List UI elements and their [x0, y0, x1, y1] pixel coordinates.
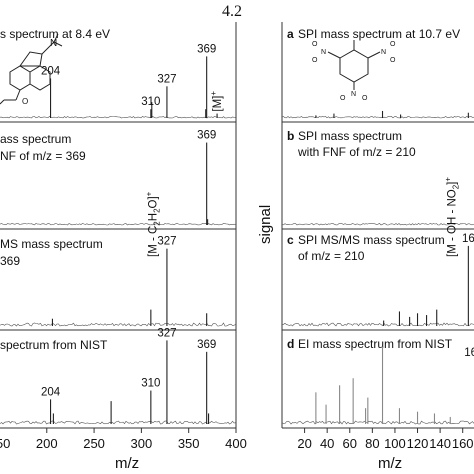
y-axis-title: signal — [257, 205, 274, 244]
left-panel-1-peak-label-1: 310 — [141, 96, 160, 108]
left-panel-4-title: spectrum from NIST — [0, 338, 108, 352]
nitro-left-o1: O — [312, 41, 318, 48]
left-x-axis-title: m/z — [115, 455, 139, 472]
left-panel-2-title-line-1: ass spectrum — [0, 132, 71, 146]
left-tick-label-2: 250 — [83, 436, 105, 451]
nitro-left-n: N — [321, 49, 326, 56]
left-panel-1-peak-label-2: 327 — [157, 73, 176, 85]
nitro-right-o1: O — [390, 41, 396, 48]
right-tick-label-4: 100 — [384, 436, 406, 451]
left-panel-3-baseline — [0, 322, 236, 327]
left-panel-2-title-line-2: NF of m/z = 369 — [0, 149, 86, 163]
left-tick-label-5: 400 — [225, 436, 247, 451]
nitro-right-n: N — [381, 49, 386, 56]
right-peak-label-layer: 16[M - OH - NO2]+16 — [443, 177, 474, 359]
right-tick-label-7: 160 — [452, 436, 474, 451]
right-panel-3-baseline — [282, 322, 474, 327]
left-panel-3-peak-label-0: 327 — [157, 236, 176, 248]
right-panel-2-baseline — [281, 223, 474, 226]
right-tick-label-1: 40 — [320, 436, 334, 451]
left-panel-1-peak-label-3: 369 — [197, 43, 216, 55]
left-tick-label-1: 200 — [36, 436, 58, 451]
left-panel-2-peak-label-0: 369 — [197, 130, 216, 142]
right-column: signal a SPI mass spectrum at 10.7 eV b … — [257, 22, 474, 472]
left-panel-4-peak-label-2: 327 — [157, 327, 176, 339]
page-number: 4.2 — [222, 3, 242, 20]
nitro-bottom-o1: O — [340, 95, 346, 102]
right-panel-3-rotated-label: [M - OH - NO2]+ — [443, 177, 460, 257]
right-panel-1-baseline — [281, 115, 474, 119]
left-panel-4-peak-label-1: 310 — [141, 378, 160, 390]
right-panel-4-peak-label-0: 16 — [464, 347, 474, 359]
right-panel-d-title: EI mass spectrum from NIST — [298, 337, 453, 351]
right-panel-b-letter: b — [287, 129, 294, 143]
left-tick-label-3: 300 — [131, 436, 153, 451]
left-panel-1-rotated-label: [M]+ — [209, 91, 224, 112]
right-panel-c-title-line-2: of m/z = 210 — [298, 249, 365, 263]
left-peak-layer — [0, 56, 236, 425]
right-tick-label-6: 140 — [429, 436, 451, 451]
left-x-ticks: 150 200 250 300 350 400 — [0, 428, 247, 451]
right-tick-label-2: 60 — [343, 436, 357, 451]
right-panel-c-title-line-1: SPI MS/MS mass spectrum — [298, 233, 445, 247]
nitro-bottom-n: N — [351, 91, 356, 98]
left-panel-4-peak-label-3: 369 — [197, 339, 216, 351]
right-panel-4-baseline — [281, 420, 474, 425]
right-panel-c-letter: c — [287, 233, 294, 247]
right-panel-a-title: SPI mass spectrum at 10.7 eV — [298, 27, 460, 41]
nitro-bottom-o2: O — [362, 95, 368, 102]
left-tick-label-0: 150 — [0, 436, 10, 451]
right-panel-b-title-line-2: with FNF of m/z = 210 — [297, 145, 416, 159]
right-panel-d-letter: d — [287, 337, 294, 351]
right-tick-label-5: 120 — [407, 436, 429, 451]
left-tick-label-4: 350 — [178, 436, 200, 451]
left-panel-1-peak-label-0: 204 — [41, 65, 61, 77]
right-peak-layer — [281, 110, 474, 425]
right-panel-b-title-line-1: SPI mass spectrum — [298, 129, 402, 143]
left-panel-2-baseline — [0, 223, 236, 226]
molecule-structure-left — [0, 33, 63, 105]
left-column: s spectrum at 8.4 eV ass spectrum NF of … — [0, 22, 247, 472]
left-panel-3-title-line-1: MS mass spectrum — [0, 237, 103, 251]
left-panel-4-baseline — [0, 420, 236, 425]
molecule-structure-right — [327, 40, 381, 90]
left-panel-3-title-line-2: 369 — [0, 254, 20, 268]
right-panel-a-letter: a — [287, 27, 294, 41]
left-panel-1-baseline — [0, 116, 236, 119]
left-panel-1-title: s spectrum at 8.4 eV — [0, 27, 110, 41]
molecule-o-label: O — [22, 97, 28, 106]
nitro-right-o2: O — [390, 57, 396, 64]
left-panel-4-peak-label-0: 204 — [41, 386, 61, 398]
right-x-axis-title: m/z — [378, 455, 402, 472]
right-tick-label-3: 80 — [365, 436, 379, 451]
molecule-n-label: N — [50, 38, 57, 49]
nitro-left-o2: O — [312, 57, 318, 64]
right-tick-label-0: 20 — [297, 436, 311, 451]
right-panel-3-peak-label-0: 16 — [462, 233, 474, 245]
left-panel-3-rotated-label: [M - C2H2O]+ — [145, 191, 162, 257]
right-x-ticks: 20 40 60 80 100 120 140 160 — [297, 428, 474, 451]
